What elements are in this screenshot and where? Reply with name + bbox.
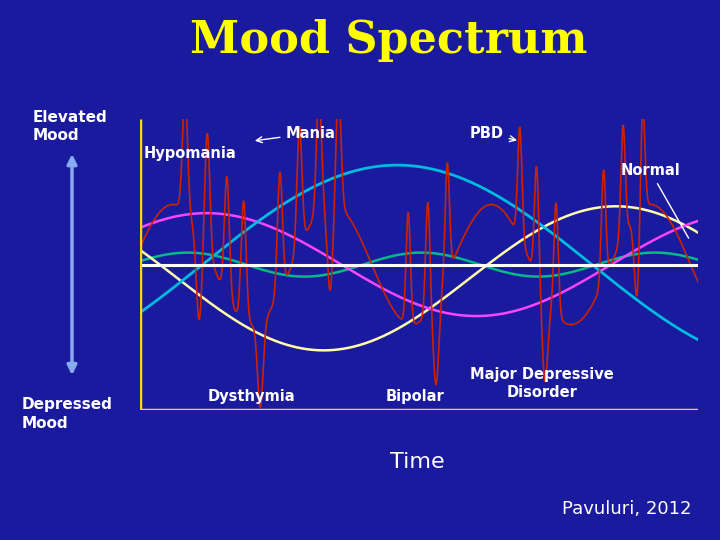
Text: Normal: Normal: [621, 164, 688, 238]
Text: Mania: Mania: [256, 126, 336, 143]
Text: Elevated
Mood: Elevated Mood: [32, 110, 107, 143]
Text: Pavuluri, 2012: Pavuluri, 2012: [562, 501, 691, 518]
Text: PBD: PBD: [469, 126, 516, 141]
Text: Hypomania: Hypomania: [143, 146, 236, 160]
Text: Mood Spectrum: Mood Spectrum: [190, 19, 588, 62]
Text: Depressed
Mood: Depressed Mood: [22, 397, 112, 430]
Text: Time: Time: [390, 451, 445, 472]
Text: Bipolar: Bipolar: [386, 389, 445, 403]
Text: Major Depressive
Disorder: Major Depressive Disorder: [470, 367, 614, 400]
Text: Dysthymia: Dysthymia: [207, 389, 295, 403]
